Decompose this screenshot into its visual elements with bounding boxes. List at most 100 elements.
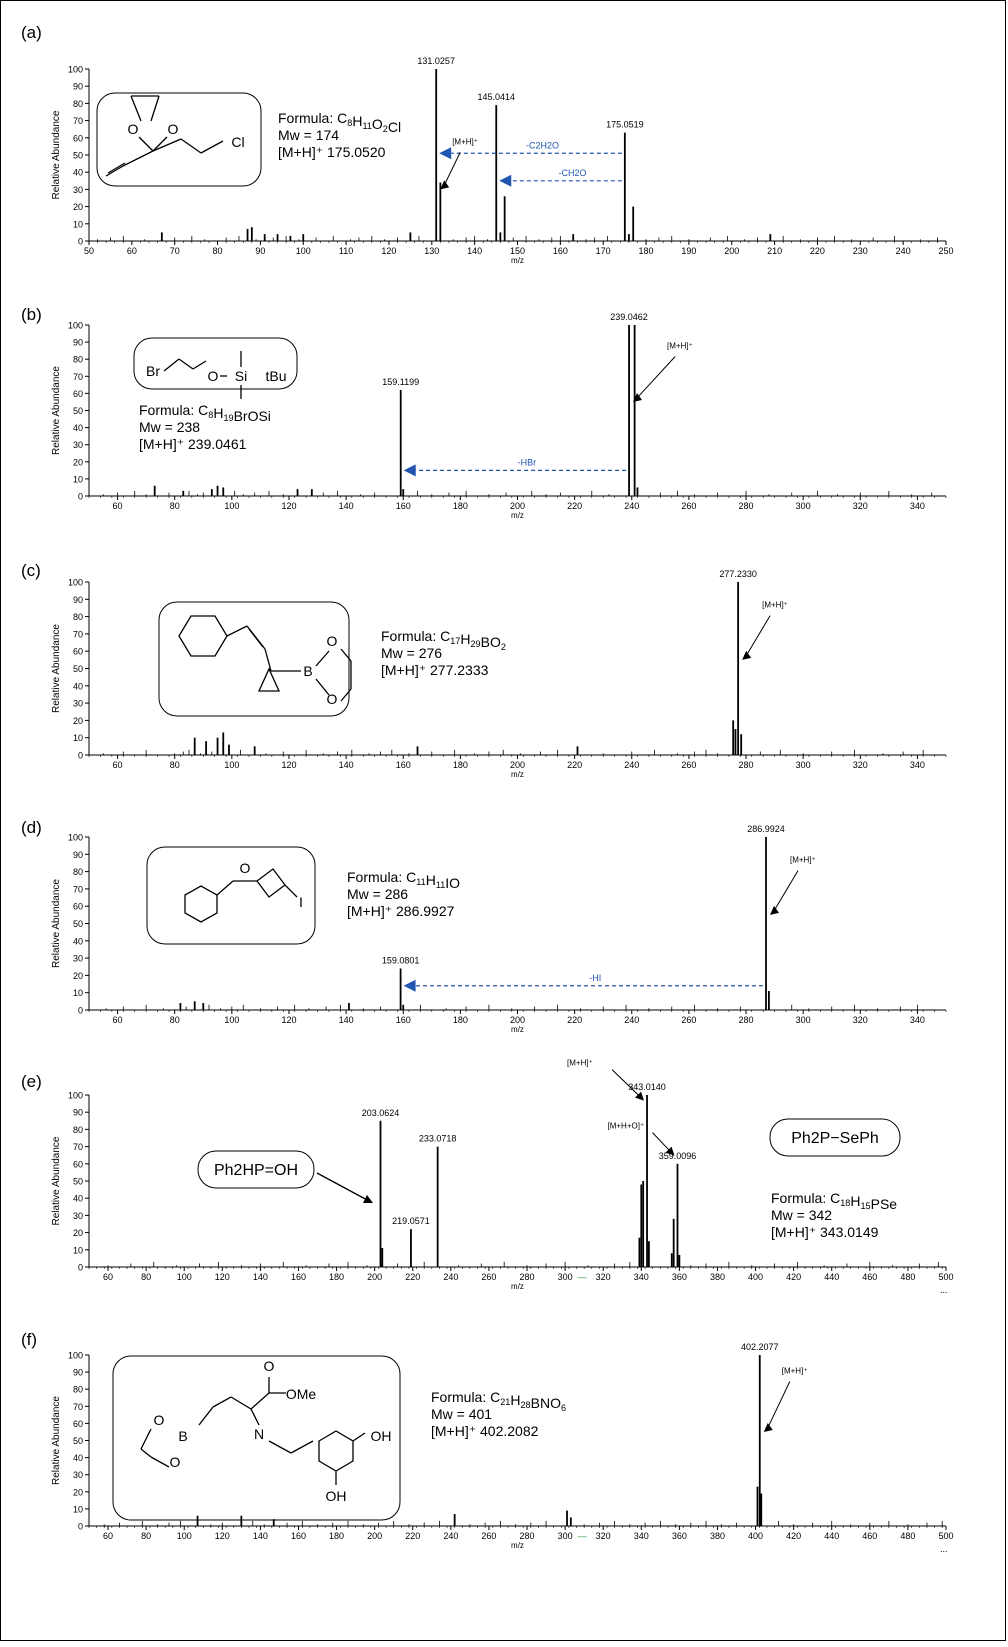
mh-arrowhead <box>440 180 450 190</box>
x-tick-label: 220 <box>567 1015 582 1025</box>
peak-label: 159.0801 <box>382 955 420 965</box>
peak-label: 233.0718 <box>419 1134 457 1144</box>
peak-label: 219.0571 <box>392 1216 430 1226</box>
x-tick-label: 340 <box>910 501 925 511</box>
panel-label: (e) <box>21 1072 42 1091</box>
x-tick-label: 240 <box>624 501 639 511</box>
bond <box>226 625 248 637</box>
x-tick-label: 280 <box>739 760 754 770</box>
x-tick-label: 260 <box>681 501 696 511</box>
x-tick-label: 180 <box>453 1015 468 1025</box>
x-tick-label: 140 <box>253 1531 268 1541</box>
x-tick-label: 160 <box>553 246 568 256</box>
x-tick-label: 180 <box>639 246 654 256</box>
x-tick-label: 300 <box>796 501 811 511</box>
y-tick-label: 40 <box>73 936 83 946</box>
y-tick-label: 10 <box>73 219 83 229</box>
x-tick-label: 80 <box>170 1015 180 1025</box>
x-tick-label: 60 <box>103 1531 113 1541</box>
x-tick-label: 120 <box>215 1272 230 1282</box>
y-axis-label: Relative Abundance <box>51 624 62 713</box>
y-tick-label: 60 <box>73 1159 83 1169</box>
x-tick-label: 440 <box>824 1531 839 1541</box>
y-tick-label: 40 <box>73 168 83 178</box>
mh-arrowhead <box>633 392 643 402</box>
mh-text: [M+H]⁺ 277.2333 <box>381 662 489 678</box>
y-tick-label: 0 <box>78 751 83 761</box>
formula-text: Formula: C18H15PSe <box>771 1190 897 1212</box>
x-tick-label: 440 <box>824 1272 839 1282</box>
x-tick-label: 160 <box>291 1272 306 1282</box>
x-tick-label: 120 <box>381 246 396 256</box>
x-tick-label: 140 <box>339 501 354 511</box>
x-tick-label: 300 <box>796 760 811 770</box>
bond <box>178 358 194 370</box>
x-tick-label: 200 <box>510 501 525 511</box>
atom-label: O <box>240 860 251 876</box>
bond <box>150 95 160 122</box>
peak-label: 203.0624 <box>362 1108 400 1118</box>
y-tick-label: 90 <box>73 850 83 860</box>
x-tick-label: 220 <box>567 501 582 511</box>
x-tick-label: 80 <box>213 246 223 256</box>
y-tick-label: 80 <box>73 355 83 365</box>
formula-text: Formula: C21H28BNO6 <box>431 1389 566 1413</box>
panel-b: (b) 0 10 20 30 40 50 60 70 80 90 100 60 80 100 120 140 16… <box>21 305 947 520</box>
y-tick-label: 70 <box>73 629 83 639</box>
y-tick-label: 0 <box>78 1006 83 1016</box>
x-tick-label: 60 <box>103 1272 113 1282</box>
atom-label: tBu <box>265 368 286 384</box>
x-tick-label: 260 <box>481 1272 496 1282</box>
atom-label: O <box>168 121 179 137</box>
y-tick-label: 30 <box>73 440 83 450</box>
atom-label: Cl <box>231 134 244 150</box>
cyclohexane-ring <box>178 615 228 657</box>
bond <box>150 1456 170 1468</box>
y-tick-label: 60 <box>73 902 83 912</box>
x-tick-label: 200 <box>724 246 739 256</box>
peak-label: 277.2330 <box>719 569 757 579</box>
atom-label: O <box>327 691 338 707</box>
x-tick-label: 480 <box>900 1531 915 1541</box>
x-tick-label: 60 <box>113 501 123 511</box>
y-axis-label: Relative Abundance <box>51 366 62 455</box>
y-tick-label: 70 <box>73 1402 83 1412</box>
bond <box>340 648 352 662</box>
mh-arrowhead <box>742 650 752 660</box>
bond <box>192 360 207 370</box>
peak-label: 145.0414 <box>477 92 515 102</box>
bond <box>352 1432 366 1442</box>
peak-label: 131.0257 <box>417 56 455 66</box>
x-tick-label: 130 <box>424 246 439 256</box>
bond <box>180 138 202 154</box>
mh-text: [M+H]⁺ 343.0149 <box>771 1224 879 1240</box>
peak-label: 239.0462 <box>610 312 648 322</box>
y-tick-label: 60 <box>73 389 83 399</box>
bond <box>284 884 298 898</box>
bond <box>216 880 234 896</box>
loss-label: -C2H2O <box>526 140 559 150</box>
formula-text: Formula: C8H11O2Cl <box>278 110 401 135</box>
atom-label: N <box>254 1426 264 1442</box>
x-tick-label: 200 <box>510 760 525 770</box>
cyclobutane-ring <box>256 868 286 898</box>
y-tick-label: 80 <box>73 1385 83 1395</box>
cyclopropane-ring <box>257 667 281 692</box>
x-tick-label: 180 <box>453 760 468 770</box>
x-tick-label: 160 <box>396 1015 411 1025</box>
x-axis-label: m/z <box>511 1282 524 1291</box>
x-tick-label: 240 <box>624 760 639 770</box>
x-tick-label: 100 <box>177 1531 192 1541</box>
x-tick-label: 50 <box>84 246 94 256</box>
x-tick-label: 180 <box>329 1531 344 1541</box>
y-tick-label: 40 <box>73 1194 83 1204</box>
atom-label: O <box>128 121 139 137</box>
x-tick-label: 320 <box>596 1531 611 1541</box>
bond <box>107 162 126 174</box>
atom-label: O <box>208 368 219 384</box>
y-tick-label: 80 <box>73 612 83 622</box>
y-tick-label: 0 <box>78 237 83 247</box>
legend-marker: — <box>578 1272 587 1282</box>
x-tick-label: 220 <box>405 1272 420 1282</box>
bond <box>315 650 330 667</box>
